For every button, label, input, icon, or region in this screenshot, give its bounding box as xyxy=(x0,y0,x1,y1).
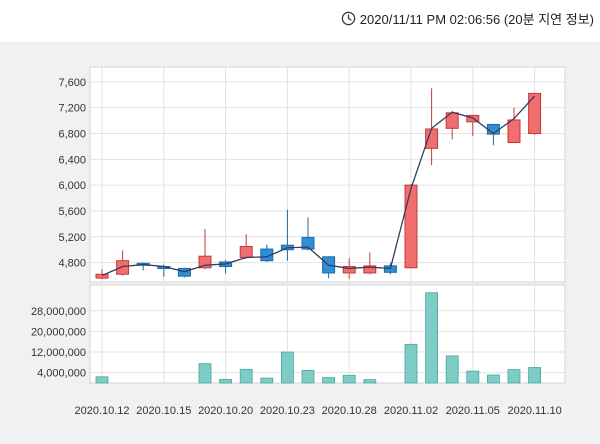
price-tick-label: 6,000 xyxy=(58,180,86,192)
volume-bar xyxy=(507,369,521,384)
volume-bar xyxy=(239,368,253,384)
volume-bar xyxy=(260,377,274,384)
timestamp-text: 2020/11/11 PM 02:06:56 (20분 지연 정보) xyxy=(359,12,594,27)
stock-chart: 7,600 7,200 6,800 6,400 6,000 5,600 5,200 4,800… xyxy=(31,66,566,417)
x-tick-label: 2020.11.10 xyxy=(507,405,561,417)
candle-body xyxy=(116,260,130,275)
volume-plot: 28,000,000 20,000,000 12,000,000 4,000,000 xyxy=(31,284,566,384)
volume-bar xyxy=(280,351,294,384)
x-tick-label: 2020.10.28 xyxy=(322,405,377,417)
volume-bar xyxy=(301,369,315,384)
volume-bar xyxy=(466,370,480,384)
volume-bar xyxy=(322,377,336,384)
volume-bar xyxy=(404,343,418,384)
volume-bar xyxy=(95,376,109,384)
price-tick-label: 5,200 xyxy=(58,232,86,244)
volume-bar xyxy=(342,374,356,384)
price-tick-label: 4,800 xyxy=(58,258,86,270)
x-tick-label: 2020.10.12 xyxy=(74,405,129,417)
clock-icon xyxy=(341,11,355,26)
volume-bar xyxy=(486,374,500,384)
x-tick-label: 2020.11.02 xyxy=(384,405,438,417)
price-tick-label: 6,800 xyxy=(58,129,86,141)
chart-panel: 7,600 7,200 6,800 6,400 6,000 5,600 5,200 4,800… xyxy=(0,42,600,444)
price-tick-label: 6,400 xyxy=(58,154,86,166)
volume-bar xyxy=(198,363,212,384)
volume-bar xyxy=(445,355,459,384)
candle-body xyxy=(528,92,542,135)
volume-tick-label: 12,000,000 xyxy=(31,347,86,359)
x-tick-label: 2020.11.05 xyxy=(446,405,500,417)
price-tick-label: 7,200 xyxy=(58,103,86,115)
header: 2020/11/11 PM 02:06:56 (20분 지연 정보) xyxy=(0,0,600,38)
candle-body xyxy=(507,119,521,144)
volume-tick-label: 28,000,000 xyxy=(31,306,86,318)
volume-bar xyxy=(363,379,377,384)
candle-body xyxy=(301,236,315,250)
moving-average-line xyxy=(101,95,536,277)
volume-bar xyxy=(425,292,439,384)
candle-body xyxy=(198,255,212,269)
candle-body xyxy=(239,245,253,258)
volume-bar xyxy=(528,367,541,384)
volume-bar xyxy=(219,378,233,384)
candle-body xyxy=(404,184,418,269)
price-tick-label: 7,600 xyxy=(58,77,86,89)
volume-plot-area xyxy=(89,284,566,384)
price-tick-label: 5,600 xyxy=(58,206,86,218)
volume-tick-label: 4,000,000 xyxy=(37,368,86,380)
price-plot-area xyxy=(89,66,566,283)
timestamp: 2020/11/11 PM 02:06:56 (20분 지연 정보) xyxy=(341,9,594,28)
volume-tick-label: 20,000,000 xyxy=(31,326,86,338)
candle-body xyxy=(363,265,377,274)
candle-body xyxy=(342,266,356,274)
candle-body xyxy=(95,273,109,279)
x-tick-label: 2020.10.23 xyxy=(260,405,315,417)
x-tick-label: 2020.10.15 xyxy=(136,405,191,417)
price-plot: 7,600 7,200 6,800 6,400 6,000 5,600 5,200 4,800 xyxy=(58,66,566,283)
x-tick-label: 2020.10.20 xyxy=(198,405,253,417)
x-axis: 2020.10.12 2020.10.15 2020.10.20 2020.10.23… xyxy=(74,405,561,417)
